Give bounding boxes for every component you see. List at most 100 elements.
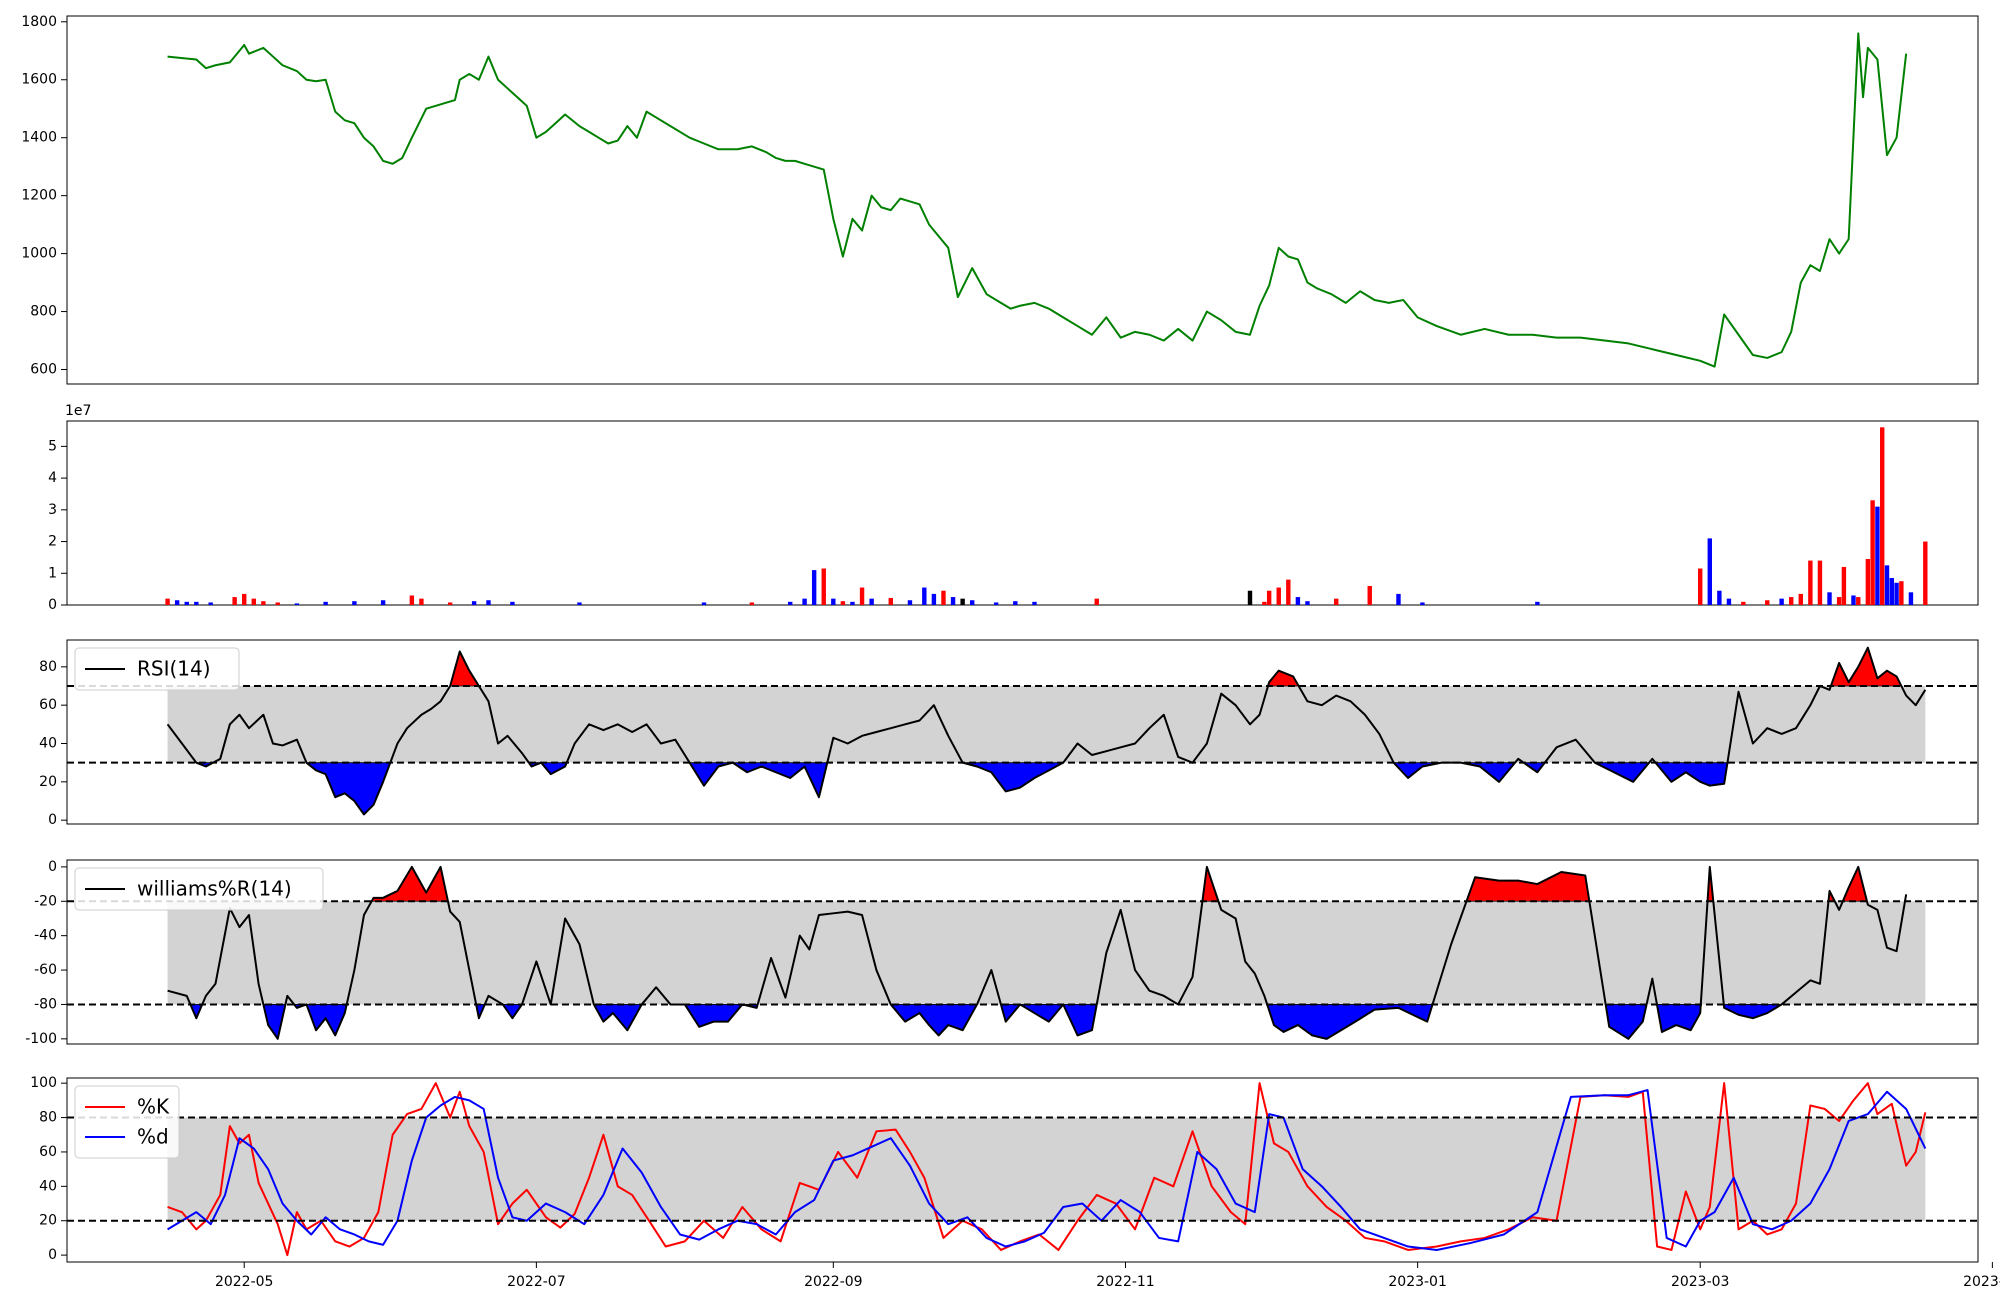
volume-bar <box>510 601 515 605</box>
y-tick-label: 100 <box>30 1075 57 1091</box>
volume-bar <box>907 600 913 605</box>
rsi-panel: 0 20 40 60 80 RSI(14) <box>39 639 1979 828</box>
series-line-k <box>167 1082 1927 1257</box>
y-tick-label: -100 <box>25 1031 57 1047</box>
y-tick-label: 1800 <box>21 14 57 30</box>
y-tick-label: 600 <box>30 362 57 378</box>
volume-bar <box>1875 506 1880 605</box>
volume-bar <box>232 597 237 605</box>
legend-label: RSI(14) <box>137 657 211 681</box>
volume-bar <box>1094 598 1099 605</box>
volume-bar <box>1870 500 1875 605</box>
williams-line <box>167 865 1908 1040</box>
volume-bar <box>380 600 386 605</box>
price-panel: 600 800 1000 1200 1400 1600 1800 <box>21 14 1979 385</box>
volume-bar <box>577 602 582 605</box>
volume-panel: 0 1 2 3 4 5 1e7 <box>48 403 1979 613</box>
y-tick-label: 0 <box>48 859 57 875</box>
volume-bar <box>701 602 707 605</box>
volume-bar <box>840 601 846 605</box>
volume-bar <box>352 601 357 605</box>
x-tick-label: 2022-07 <box>507 1274 566 1290</box>
volume-bar <box>950 597 956 605</box>
volume-bar <box>409 595 415 605</box>
y-tick-label: 0 <box>48 1247 57 1263</box>
volume-bar <box>749 602 755 605</box>
volume-bar <box>1884 565 1890 605</box>
legend-label: %d <box>137 1125 169 1149</box>
volume-bar <box>294 603 300 605</box>
x-tick-label: 2022-05 <box>215 1274 274 1290</box>
axes-frame <box>66 639 1979 825</box>
y-tick-label: 5 <box>48 438 57 454</box>
volume-bar <box>1779 598 1784 605</box>
neutral-band <box>167 686 1926 763</box>
volume-bar <box>1841 566 1847 605</box>
x-tick-label: 2023-05 <box>1963 1274 2000 1290</box>
volume-bar <box>1717 590 1722 605</box>
y-tick-label: 2 <box>48 534 57 550</box>
volume-bar <box>802 598 807 605</box>
y-tick-label: 0 <box>48 812 57 828</box>
volume-bar <box>1334 598 1339 605</box>
y-tick-label: 80 <box>39 659 57 675</box>
y-tick-label: 3 <box>48 502 57 518</box>
volume-bar <box>1765 600 1770 605</box>
y-tick-label: 1 <box>48 565 57 581</box>
volume-bar <box>208 602 213 605</box>
y-tick-label: 1600 <box>21 72 57 88</box>
axis-offset-label: 1e7 <box>65 403 91 419</box>
volume-bar <box>1865 559 1871 605</box>
volume-bar <box>1817 560 1823 605</box>
volume-bar <box>888 598 893 605</box>
volume-bar <box>1836 597 1842 605</box>
neutral-band <box>167 901 1926 1005</box>
volume-bar <box>1856 597 1861 605</box>
y-tick-label: 1200 <box>21 188 57 204</box>
x-tick-label: 2023-03 <box>1671 1274 1730 1290</box>
volume-bar <box>1707 538 1712 605</box>
volume-bar <box>1741 601 1746 605</box>
y-tick-label: 1000 <box>21 246 57 262</box>
axes-frame <box>66 420 1979 606</box>
volume-bar <box>1908 592 1914 605</box>
volume-bar <box>194 601 199 605</box>
volume-bar <box>869 598 874 605</box>
rsi-line <box>166 646 1927 816</box>
neutral-band <box>167 1117 1926 1221</box>
axes-frame <box>66 1077 1979 1263</box>
volume-bar <box>821 568 826 605</box>
y-tick-label: 40 <box>39 1178 57 1194</box>
volume-bar <box>1894 582 1899 605</box>
volume-bar <box>261 601 266 605</box>
volume-bar <box>323 601 328 605</box>
y-tick-label: -80 <box>34 996 57 1012</box>
volume-bar <box>1032 601 1037 605</box>
x-tick-label: 2022-09 <box>804 1274 863 1290</box>
volume-bar <box>486 600 491 605</box>
volume-bar <box>275 602 280 605</box>
y-tick-label: -60 <box>34 962 57 978</box>
y-tick-label: 20 <box>39 774 57 790</box>
volume-bar <box>251 598 256 605</box>
williams-r-panel: -100 -80 -60 -40 -20 0 williams%R(14) <box>25 859 1979 1047</box>
volume-bar <box>1286 579 1291 605</box>
volume-bar <box>419 598 424 605</box>
volume-bar <box>811 570 817 605</box>
y-tick-label: 60 <box>39 697 57 713</box>
volume-bar <box>850 601 855 605</box>
axes-frame <box>66 859 1979 1045</box>
volume-bar <box>831 598 836 605</box>
volume-bar <box>1276 587 1281 605</box>
y-tick-label: 4 <box>48 470 57 486</box>
volume-bar <box>447 602 453 605</box>
volume-bar <box>993 602 999 605</box>
volume-bar <box>941 590 946 605</box>
volume-bar <box>1851 595 1856 605</box>
volume-bar <box>970 600 975 605</box>
volume-bar <box>922 587 927 605</box>
legend-label: williams%R(14) <box>137 877 292 901</box>
legend-box <box>74 647 240 691</box>
volume-bar <box>1305 601 1310 605</box>
volume-bar <box>242 593 247 605</box>
